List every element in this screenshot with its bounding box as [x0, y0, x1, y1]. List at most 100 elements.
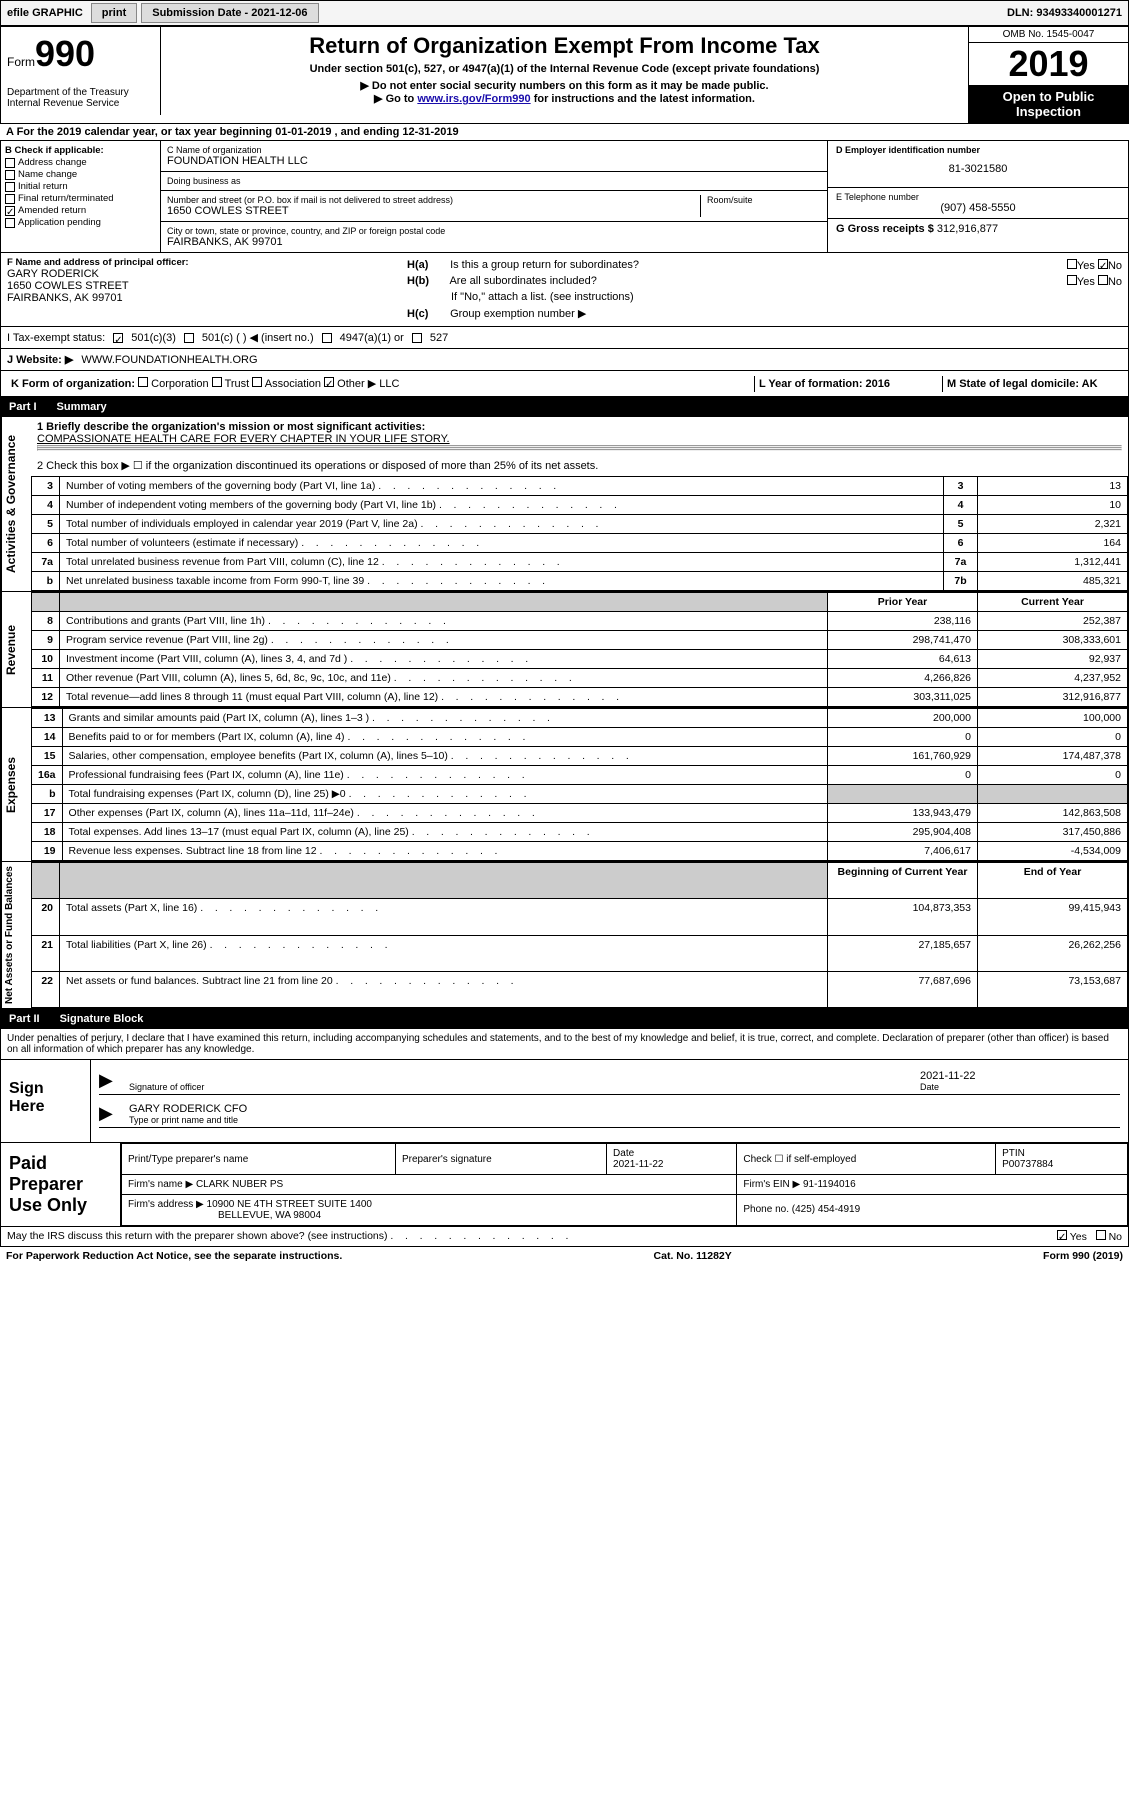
inspection-badge: Open to Public Inspection: [969, 85, 1128, 123]
officer-signed-name: GARY RODERICK CFO: [129, 1103, 1120, 1115]
sig-officer-caption: Signature of officer: [129, 1082, 920, 1092]
section-l: L Year of formation: 2016: [754, 376, 934, 392]
status-527-check: [412, 333, 422, 343]
department-label: Department of the Treasury Internal Reve…: [1, 81, 161, 115]
table-row: 7aTotal unrelated business revenue from …: [32, 553, 1128, 572]
perjury-statement: Under penalties of perjury, I declare th…: [0, 1029, 1129, 1060]
signature-area: Sign Here ▶ Signature of officer 2021-11…: [0, 1060, 1129, 1143]
table-row: 13Grants and similar amounts paid (Part …: [32, 709, 1128, 728]
tax-period-row: A For the 2019 calendar year, or tax yea…: [0, 124, 1129, 141]
table-row: bTotal fundraising expenses (Part IX, co…: [32, 785, 1128, 804]
sig-arrow-icon-2: ▶: [99, 1103, 129, 1125]
org-name: FOUNDATION HEALTH LLC: [167, 155, 821, 167]
website-value: WWW.FOUNDATIONHEALTH.ORG: [81, 354, 257, 366]
table-row: 21Total liabilities (Part X, line 26)27,…: [32, 935, 1128, 971]
section-k: K Form of organization: Corporation Trus…: [7, 375, 746, 392]
net-table: Beginning of Current YearEnd of Year20To…: [31, 862, 1128, 1008]
discuss-yes: Yes: [1070, 1231, 1087, 1243]
discuss-row: May the IRS discuss this return with the…: [0, 1227, 1129, 1247]
goto-post: for instructions and the latest informat…: [531, 93, 755, 105]
k-corp: Corporation: [151, 378, 208, 390]
net-vert-label: Net Assets or Fund Balances: [1, 862, 31, 1008]
instructions-link[interactable]: www.irs.gov/Form990: [417, 93, 530, 105]
sig-arrow-icon: ▶: [99, 1070, 129, 1092]
status-4947: 4947(a)(1) or: [340, 332, 404, 344]
firm-name-label: Firm's name ▶: [128, 1179, 193, 1190]
discuss-yes-check: [1057, 1230, 1067, 1240]
section-c: C Name of organization FOUNDATION HEALTH…: [161, 141, 828, 252]
officer-addr2: FAIRBANKS, AK 99701: [7, 292, 407, 304]
table-row: 15Salaries, other compensation, employee…: [32, 747, 1128, 766]
city-value: FAIRBANKS, AK 99701: [167, 236, 821, 248]
submission-date-button[interactable]: Submission Date - 2021-12-06: [141, 3, 318, 23]
firm-ein-label: Firm's EIN ▶: [743, 1179, 800, 1190]
firm-name: CLARK NUBER PS: [196, 1179, 283, 1190]
part2-header: Part II Signature Block: [0, 1009, 1129, 1029]
ssn-notice: ▶ Do not enter social security numbers o…: [167, 79, 962, 92]
top-toolbar: efile GRAPHIC print Submission Date - 20…: [0, 0, 1129, 26]
preparer-area: Paid Preparer Use Only Print/Type prepar…: [0, 1143, 1129, 1227]
check-applicable-item: Final return/terminated: [5, 193, 156, 204]
officer-h-row: F Name and address of principal officer:…: [0, 253, 1129, 327]
tax-year: 2019: [969, 43, 1128, 85]
table-row: bNet unrelated business taxable income f…: [32, 572, 1128, 591]
table-row: 17Other expenses (Part IX, column (A), l…: [32, 804, 1128, 823]
hb-note: If "No," attach a list. (see instruction…: [407, 289, 1122, 305]
table-row: 5Total number of individuals employed in…: [32, 515, 1128, 534]
prep-date: 2021-11-22: [613, 1159, 663, 1170]
officer-addr1: 1650 COWLES STREET: [7, 280, 407, 292]
form-subtitle: Under section 501(c), 527, or 4947(a)(1)…: [167, 63, 962, 75]
tax-status-row: I Tax-exempt status: 501(c)(3) 501(c) ( …: [0, 327, 1129, 349]
omb-number: OMB No. 1545-0047: [969, 27, 1128, 43]
exp-table: 13Grants and similar amounts paid (Part …: [31, 708, 1128, 861]
ha-yes: Yes: [1077, 260, 1095, 272]
status-501c3-check: [113, 333, 123, 343]
status-527: 527: [430, 332, 448, 344]
section-d: D Employer identification number 81-3021…: [828, 141, 1128, 252]
efile-label: efile GRAPHIC: [1, 7, 89, 19]
gross-label: G Gross receipts $: [836, 223, 934, 235]
checkbox-icon: [5, 194, 15, 204]
check-label: Initial return: [18, 181, 68, 192]
checkbox-icon: [5, 218, 15, 228]
paid-preparer-label: Paid Preparer Use Only: [1, 1143, 121, 1226]
part2-num: Part II: [9, 1013, 40, 1025]
gross-value: 312,916,877: [937, 223, 998, 235]
identity-grid: B Check if applicable: Address changeNam…: [0, 141, 1129, 253]
rev-table: Prior YearCurrent Year8Contributions and…: [31, 592, 1128, 707]
print-button[interactable]: print: [91, 3, 137, 23]
exp-vert-label: Expenses: [1, 708, 31, 861]
form-number-box: Form990: [1, 27, 161, 81]
ptin-value: P00737884: [1002, 1159, 1053, 1170]
check-applicable-item: Amended return: [5, 205, 156, 216]
check-applicable-item: Address change: [5, 157, 156, 168]
table-row: 12Total revenue—add lines 8 through 11 (…: [32, 688, 1128, 707]
checkbox-icon: [5, 182, 15, 192]
section-b: B Check if applicable: Address changeNam…: [1, 141, 161, 252]
officer-name: GARY RODERICK: [7, 268, 407, 280]
checkbox-icon: [5, 170, 15, 180]
table-row: 6Total number of volunteers (estimate if…: [32, 534, 1128, 553]
checkbox-icon: [5, 206, 15, 216]
rev-section: Revenue Prior YearCurrent Year8Contribut…: [0, 592, 1129, 708]
check-label: Final return/terminated: [18, 193, 114, 204]
check-applicable-item: Name change: [5, 169, 156, 180]
k-trust: Trust: [225, 378, 250, 390]
rev-vert-label: Revenue: [1, 592, 31, 707]
street-label: Number and street (or P.O. box if mail i…: [167, 195, 700, 205]
form-title: Return of Organization Exempt From Incom…: [167, 33, 962, 59]
status-501c: 501(c) ( ) ◀ (insert no.): [202, 331, 314, 344]
discuss-text: May the IRS discuss this return with the…: [7, 1230, 388, 1242]
website-label: J Website: ▶: [7, 353, 73, 366]
section-m: M State of legal domicile: AK: [942, 376, 1122, 392]
line1-label: 1 Briefly describe the organization's mi…: [37, 421, 1122, 433]
part1-name: Summary: [57, 401, 107, 413]
ptin-label: PTIN: [1002, 1148, 1025, 1159]
gov-vert-label: Activities & Governance: [1, 417, 31, 591]
sig-date-caption: Date: [920, 1082, 1120, 1092]
form-header: Form990 Department of the Treasury Inter…: [0, 26, 1129, 124]
gov-table: 3Number of voting members of the governi…: [31, 476, 1128, 591]
status-501c3: 501(c)(3): [131, 332, 176, 344]
check-label: Name change: [18, 169, 77, 180]
form-ref: Form 990 (2019): [1043, 1250, 1123, 1262]
